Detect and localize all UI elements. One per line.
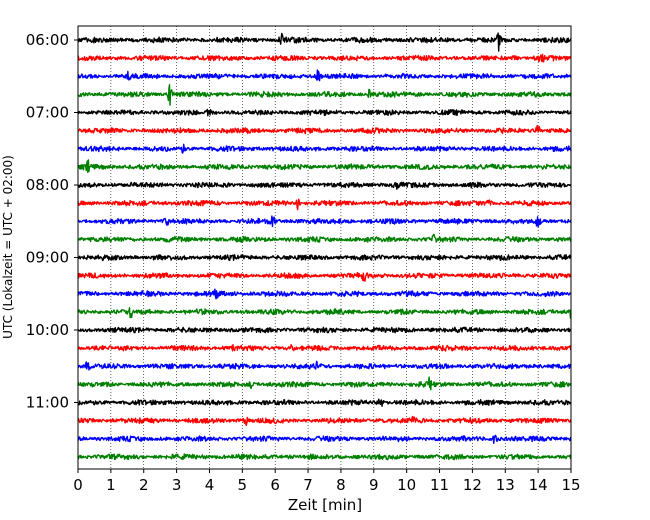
x-tick-label: 15 [561, 476, 580, 494]
trace-line [77, 83, 572, 106]
x-tick-label: 14 [529, 476, 548, 494]
trace-line [77, 233, 572, 244]
trace-line [77, 143, 572, 154]
x-tick-label: 9 [369, 476, 379, 494]
trace-line [77, 32, 572, 52]
x-tick-label: 8 [336, 476, 346, 494]
y-tick-label: 11:00 [26, 394, 69, 412]
x-axis-label: Zeit [min] [288, 496, 362, 514]
x-tick-label: 0 [73, 476, 83, 494]
trace-line [77, 215, 572, 228]
x-tick-label: 10 [397, 476, 416, 494]
x-axis-ticks: 0 1 2 3 4 5 6 7 8 9 10 11 12 13 14 15 [73, 469, 581, 494]
y-tick-label: 06:00 [26, 31, 69, 49]
trace-line [77, 159, 572, 174]
trace-line [77, 108, 572, 117]
x-tick-label: 5 [238, 476, 248, 494]
trace-line [77, 125, 572, 135]
y-tick-label: 07:00 [26, 104, 69, 122]
trace-line [77, 453, 572, 461]
x-tick-label: 11 [430, 476, 449, 494]
trace-line [77, 343, 572, 352]
trace-line [77, 415, 572, 427]
x-tick-label: 4 [205, 476, 215, 494]
x-tick-label: 3 [172, 476, 182, 494]
x-tick-label: 7 [303, 476, 313, 494]
x-tick-label: 2 [139, 476, 149, 494]
trace-line [77, 181, 572, 190]
trace-line [77, 69, 572, 82]
trace-line [77, 376, 572, 391]
y-tick-label: 10:00 [26, 321, 69, 339]
trace-line [77, 326, 572, 334]
plot-frame [77, 25, 572, 470]
trace-line [77, 398, 572, 407]
x-tick-label: 1 [106, 476, 116, 494]
trace-line [77, 253, 572, 262]
trace-line [77, 307, 572, 319]
y-axis-label: UTC (Lokalzeit = UTC + 02:00) [1, 155, 15, 339]
seismic-traces [77, 32, 572, 461]
y-tick-label: 09:00 [26, 249, 69, 267]
x-tick-label: 12 [463, 476, 482, 494]
trace-line [77, 360, 572, 371]
y-tick-label: 08:00 [26, 176, 69, 194]
y-axis-ticks: 06:00 07:00 08:00 09:00 10:00 11:00 [26, 31, 78, 412]
trace-line [77, 272, 572, 282]
grid-lines [110, 26, 539, 469]
trace-line [77, 198, 572, 211]
trace-line [77, 288, 572, 300]
x-tick-label: 13 [496, 476, 515, 494]
trace-line [77, 434, 572, 445]
trace-line [77, 53, 572, 63]
x-tick-label: 6 [270, 476, 280, 494]
